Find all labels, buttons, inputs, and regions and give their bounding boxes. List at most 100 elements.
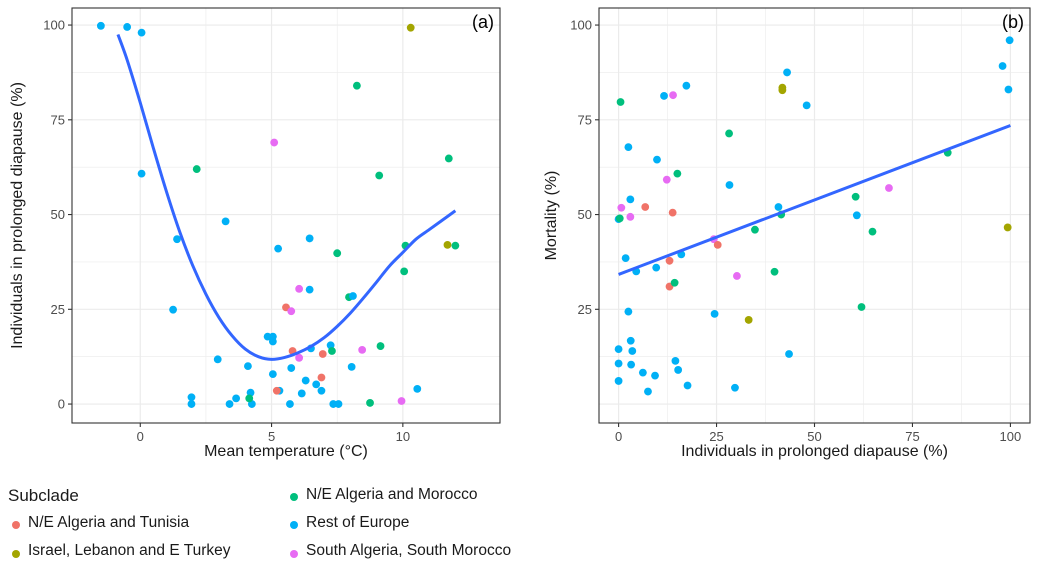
data-point-eu [137, 28, 146, 37]
legend-key-nea [290, 493, 298, 501]
data-point-eu [349, 292, 357, 300]
y-axis-title: Individuals in prolonged diapause (%) [9, 82, 26, 349]
data-point-nea [376, 342, 385, 350]
data-point-eu [725, 181, 734, 189]
data-point-nat [318, 350, 327, 358]
x-tick-label: 100 [1000, 429, 1022, 444]
data-point-eu [614, 359, 623, 368]
data-point-eu [286, 400, 294, 408]
data-point-eu [169, 305, 177, 314]
data-point-eu [287, 364, 296, 372]
x-tick-label: 0 [615, 429, 622, 444]
legend-key-sa [290, 550, 298, 558]
data-point-nea [725, 129, 733, 138]
y-axis-title: Mortality (%) [543, 171, 560, 261]
panel-frame [71, 7, 501, 424]
data-point-nea [616, 98, 625, 106]
data-point-eu [123, 23, 132, 31]
data-point-isr [443, 240, 452, 249]
data-point-nea [333, 249, 342, 258]
data-point-nat [317, 373, 326, 382]
data-point-eu [96, 21, 105, 30]
data-point-eu [312, 380, 321, 389]
data-point-nea [400, 267, 409, 276]
data-point-eu [187, 393, 196, 402]
data-point-eu [624, 307, 633, 316]
data-point-eu [628, 347, 637, 355]
data-point-sa [617, 203, 626, 212]
data-point-eu [774, 203, 783, 211]
data-point-eu [1005, 36, 1014, 45]
data-point-eu [317, 386, 326, 395]
data-point-nea [451, 241, 460, 250]
data-point-eu [334, 400, 343, 408]
data-point-eu [998, 62, 1007, 70]
data-point-nea [245, 394, 254, 403]
legend-label-sa: South Algeria, South Morocco [306, 542, 512, 559]
legend-key-eu [290, 521, 298, 529]
legend-label-eu: Rest of Europe [306, 514, 410, 531]
data-point-eu [268, 337, 277, 346]
data-point-eu [652, 263, 661, 272]
data-point-eu [221, 217, 230, 226]
x-axis-title: Individuals in prolonged diapause (%) [681, 443, 948, 460]
data-point-eu [173, 235, 181, 244]
legend-label-isr: Israel, Lebanon and E Turkey [28, 542, 231, 559]
data-point-eu [1004, 85, 1013, 94]
data-point-eu [301, 376, 310, 385]
data-point-eu [137, 169, 146, 178]
fit-line [618, 124, 1011, 276]
data-point-sa [270, 138, 279, 147]
x-tick-label: 75 [905, 429, 919, 444]
legend-label-nea: N/E Algeria and Morocco [306, 486, 478, 503]
data-point-sa [662, 175, 671, 184]
data-point-eu [653, 155, 661, 164]
data-point-nea [751, 225, 759, 234]
x-tick-label: 50 [807, 429, 821, 444]
data-point-eu [682, 81, 691, 90]
data-point-eu [731, 383, 739, 392]
data-point-sa [626, 212, 635, 221]
data-point-eu [644, 387, 652, 396]
data-point-nea [615, 214, 624, 223]
y-tick-label: 50 [578, 207, 592, 222]
data-point-nat [668, 208, 677, 217]
data-point-eu [232, 394, 241, 403]
data-point-eu [783, 68, 791, 77]
data-point-sa [287, 307, 296, 316]
data-point-eu [347, 363, 356, 371]
legend: Subclade N/E Algeria and Tunisia Israel,… [8, 482, 608, 562]
data-point-eu [305, 234, 314, 243]
data-point-eu [305, 285, 314, 294]
data-point-eu [802, 101, 811, 110]
data-point-isr [406, 23, 415, 32]
data-point-nea [857, 303, 866, 311]
data-point-sa [295, 284, 304, 293]
x-tick-label: 5 [268, 429, 275, 444]
legend-key-nat [12, 521, 20, 529]
y-tick-label: 75 [578, 112, 592, 127]
x-tick-label: 25 [709, 429, 723, 444]
data-point-isr [778, 86, 787, 95]
data-point-eu [651, 371, 659, 380]
y-tick-label: 100 [43, 18, 65, 33]
legend-key-isr [12, 550, 20, 558]
fit-line [116, 34, 457, 361]
data-point-eu [413, 384, 422, 393]
x-tick-label: 10 [396, 429, 410, 444]
data-point-eu [683, 381, 692, 390]
data-point-eu [274, 244, 283, 253]
data-point-eu [852, 211, 861, 220]
data-point-isr [1003, 223, 1012, 232]
data-point-eu [660, 92, 668, 100]
data-point-eu [674, 366, 683, 374]
data-point-eu [614, 345, 623, 353]
data-point-isr [744, 316, 753, 324]
data-point-nea [673, 169, 682, 178]
data-point-nea [328, 347, 336, 355]
data-point-eu [627, 360, 636, 369]
data-point-nea [375, 171, 384, 180]
data-point-nea [366, 399, 374, 407]
data-point-nea [868, 227, 877, 236]
